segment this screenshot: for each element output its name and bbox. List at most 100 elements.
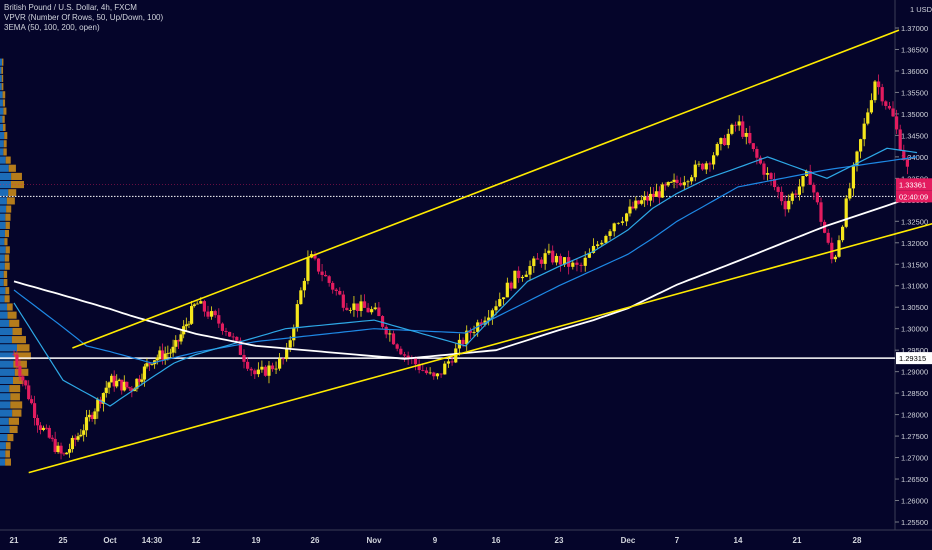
price-axis-badge-label: 1.29315 bbox=[899, 354, 926, 363]
candle-body bbox=[192, 304, 196, 307]
candle-body bbox=[693, 164, 697, 178]
candle-body bbox=[432, 372, 436, 377]
volume-profile-bar-up bbox=[0, 409, 13, 417]
volume-profile-bar-up bbox=[0, 393, 11, 401]
volume-profile-bar-down bbox=[3, 278, 8, 287]
price-tick-label: 1.31000 bbox=[901, 282, 928, 291]
candle-body bbox=[535, 258, 540, 260]
candle-body bbox=[299, 290, 303, 305]
candle-body bbox=[501, 297, 506, 300]
volume-profile-bar-up bbox=[0, 327, 13, 336]
volume-profile-bar-down bbox=[5, 213, 11, 221]
candle-body bbox=[898, 129, 902, 151]
candle-body bbox=[744, 132, 748, 137]
candle-body bbox=[697, 163, 701, 165]
price-axis-unit: 1 USD bbox=[910, 5, 932, 14]
candle-body bbox=[168, 352, 173, 354]
volume-profile-bar-down bbox=[14, 352, 31, 360]
candle-body bbox=[762, 163, 766, 175]
candle-body bbox=[377, 307, 381, 317]
candle-body bbox=[509, 282, 513, 289]
candle-body bbox=[657, 191, 661, 198]
candle-body bbox=[302, 280, 306, 291]
volume-profile-bar-up bbox=[0, 262, 5, 270]
candle-body bbox=[206, 311, 210, 317]
time-tick-label: 12 bbox=[192, 536, 201, 545]
price-tick-label: 1.29500 bbox=[901, 346, 928, 355]
time-tick-label: 28 bbox=[853, 536, 862, 545]
candle-body bbox=[855, 151, 859, 167]
ema-50-line bbox=[13, 147, 918, 407]
candle-body bbox=[902, 150, 906, 160]
candle-body bbox=[873, 81, 877, 101]
candle-body bbox=[498, 299, 502, 307]
volume-profile-bar-up bbox=[0, 425, 10, 434]
candle-body bbox=[324, 274, 328, 277]
candle-body bbox=[494, 306, 498, 311]
volume-profile-bar-up bbox=[0, 295, 5, 303]
candle-body bbox=[150, 364, 154, 365]
volume-profile-bar-down bbox=[8, 164, 16, 172]
candle-body bbox=[751, 143, 755, 150]
candle-body bbox=[79, 434, 83, 437]
volume-profile-bar-down bbox=[12, 409, 22, 417]
candle-body bbox=[651, 193, 656, 197]
candle-body bbox=[199, 301, 203, 304]
volume-profile-bar-up bbox=[0, 229, 5, 238]
candle-body bbox=[395, 344, 399, 349]
candle-body bbox=[600, 242, 604, 245]
volume-profile-bar-down bbox=[11, 172, 22, 180]
volume-profile-bar-down bbox=[7, 311, 17, 319]
volume-profile-bar-up bbox=[0, 344, 17, 352]
candle-body bbox=[267, 365, 271, 376]
channel-lower-line bbox=[28, 222, 932, 474]
price-tick-label: 1.28500 bbox=[901, 389, 928, 398]
volume-profile-bar-down bbox=[3, 140, 7, 148]
candle-body bbox=[679, 183, 683, 186]
candle-body bbox=[424, 370, 429, 374]
volume-profile-bar-down bbox=[6, 197, 15, 205]
candle-body bbox=[862, 123, 866, 140]
candle-body bbox=[38, 425, 43, 430]
candle-body bbox=[238, 340, 242, 355]
candle-body bbox=[439, 373, 443, 375]
candle-body bbox=[202, 301, 206, 312]
candle-body bbox=[65, 452, 69, 455]
volume-profile-bar-down bbox=[6, 205, 12, 213]
candle-body bbox=[224, 330, 228, 332]
volume-profile-bar-down bbox=[2, 123, 6, 132]
candle-body bbox=[35, 418, 40, 426]
candle-body bbox=[101, 393, 106, 404]
candle-body bbox=[171, 346, 175, 353]
candle-body bbox=[122, 381, 126, 391]
candle-body bbox=[59, 445, 63, 454]
candle-body bbox=[112, 375, 116, 387]
candle-body bbox=[672, 179, 676, 183]
candle-body bbox=[380, 316, 385, 327]
candle-body bbox=[726, 133, 730, 146]
candle-body bbox=[797, 186, 801, 195]
candle-body bbox=[84, 417, 89, 431]
candle-body bbox=[142, 366, 147, 380]
candle-body bbox=[90, 414, 94, 420]
price-tick-label: 1.25500 bbox=[901, 518, 928, 527]
candle-body bbox=[819, 202, 823, 222]
volume-profile-bar-up bbox=[0, 254, 5, 262]
candle-body bbox=[24, 380, 28, 386]
price-tick-label: 1.32500 bbox=[901, 217, 928, 226]
candle-body bbox=[176, 340, 180, 342]
volume-profile-bar-up bbox=[0, 74, 2, 83]
candle-body bbox=[663, 184, 667, 186]
legend-vpvr: VPVR (Number Of Rows, 50, Up/Down, 100) bbox=[4, 13, 164, 22]
volume-profile-bar-up bbox=[0, 434, 8, 442]
candle-body bbox=[62, 453, 66, 455]
candle-body bbox=[187, 323, 191, 325]
candle-body bbox=[701, 163, 705, 170]
volume-profile-bar-down bbox=[4, 238, 8, 246]
candle-body bbox=[844, 198, 848, 227]
volume-profile-bar-up bbox=[0, 164, 9, 172]
candle-body bbox=[320, 271, 324, 275]
candle-body bbox=[135, 378, 139, 389]
candle-body bbox=[388, 333, 392, 335]
